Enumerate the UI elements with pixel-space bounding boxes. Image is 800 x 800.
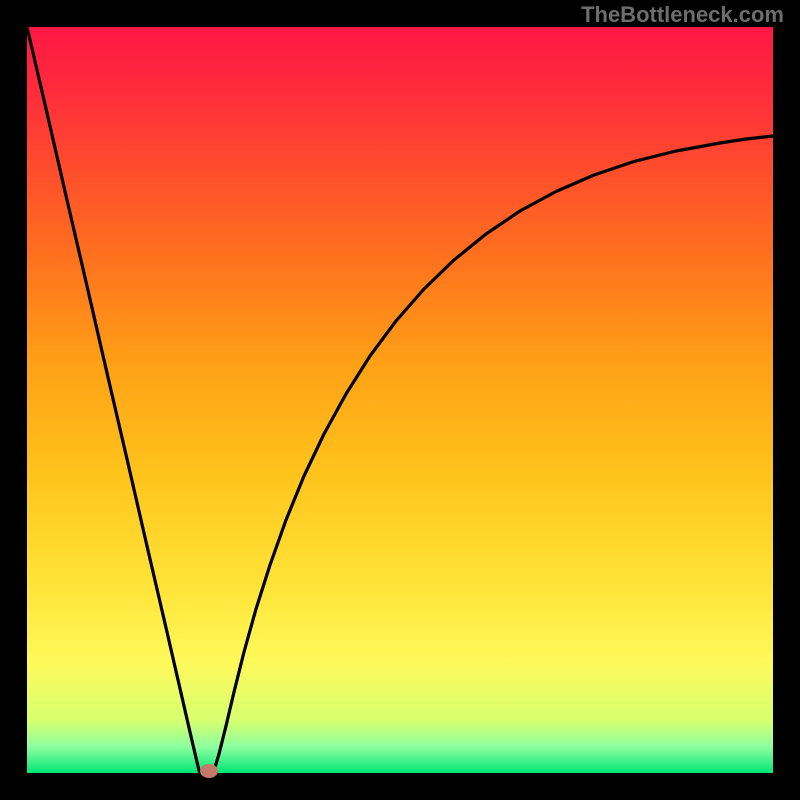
attribution-text: TheBottleneck.com [581, 2, 784, 28]
minimum-point-marker [200, 764, 218, 778]
chart-svg [0, 0, 800, 800]
chart-frame: TheBottleneck.com [0, 0, 800, 800]
plot-background [27, 27, 773, 773]
